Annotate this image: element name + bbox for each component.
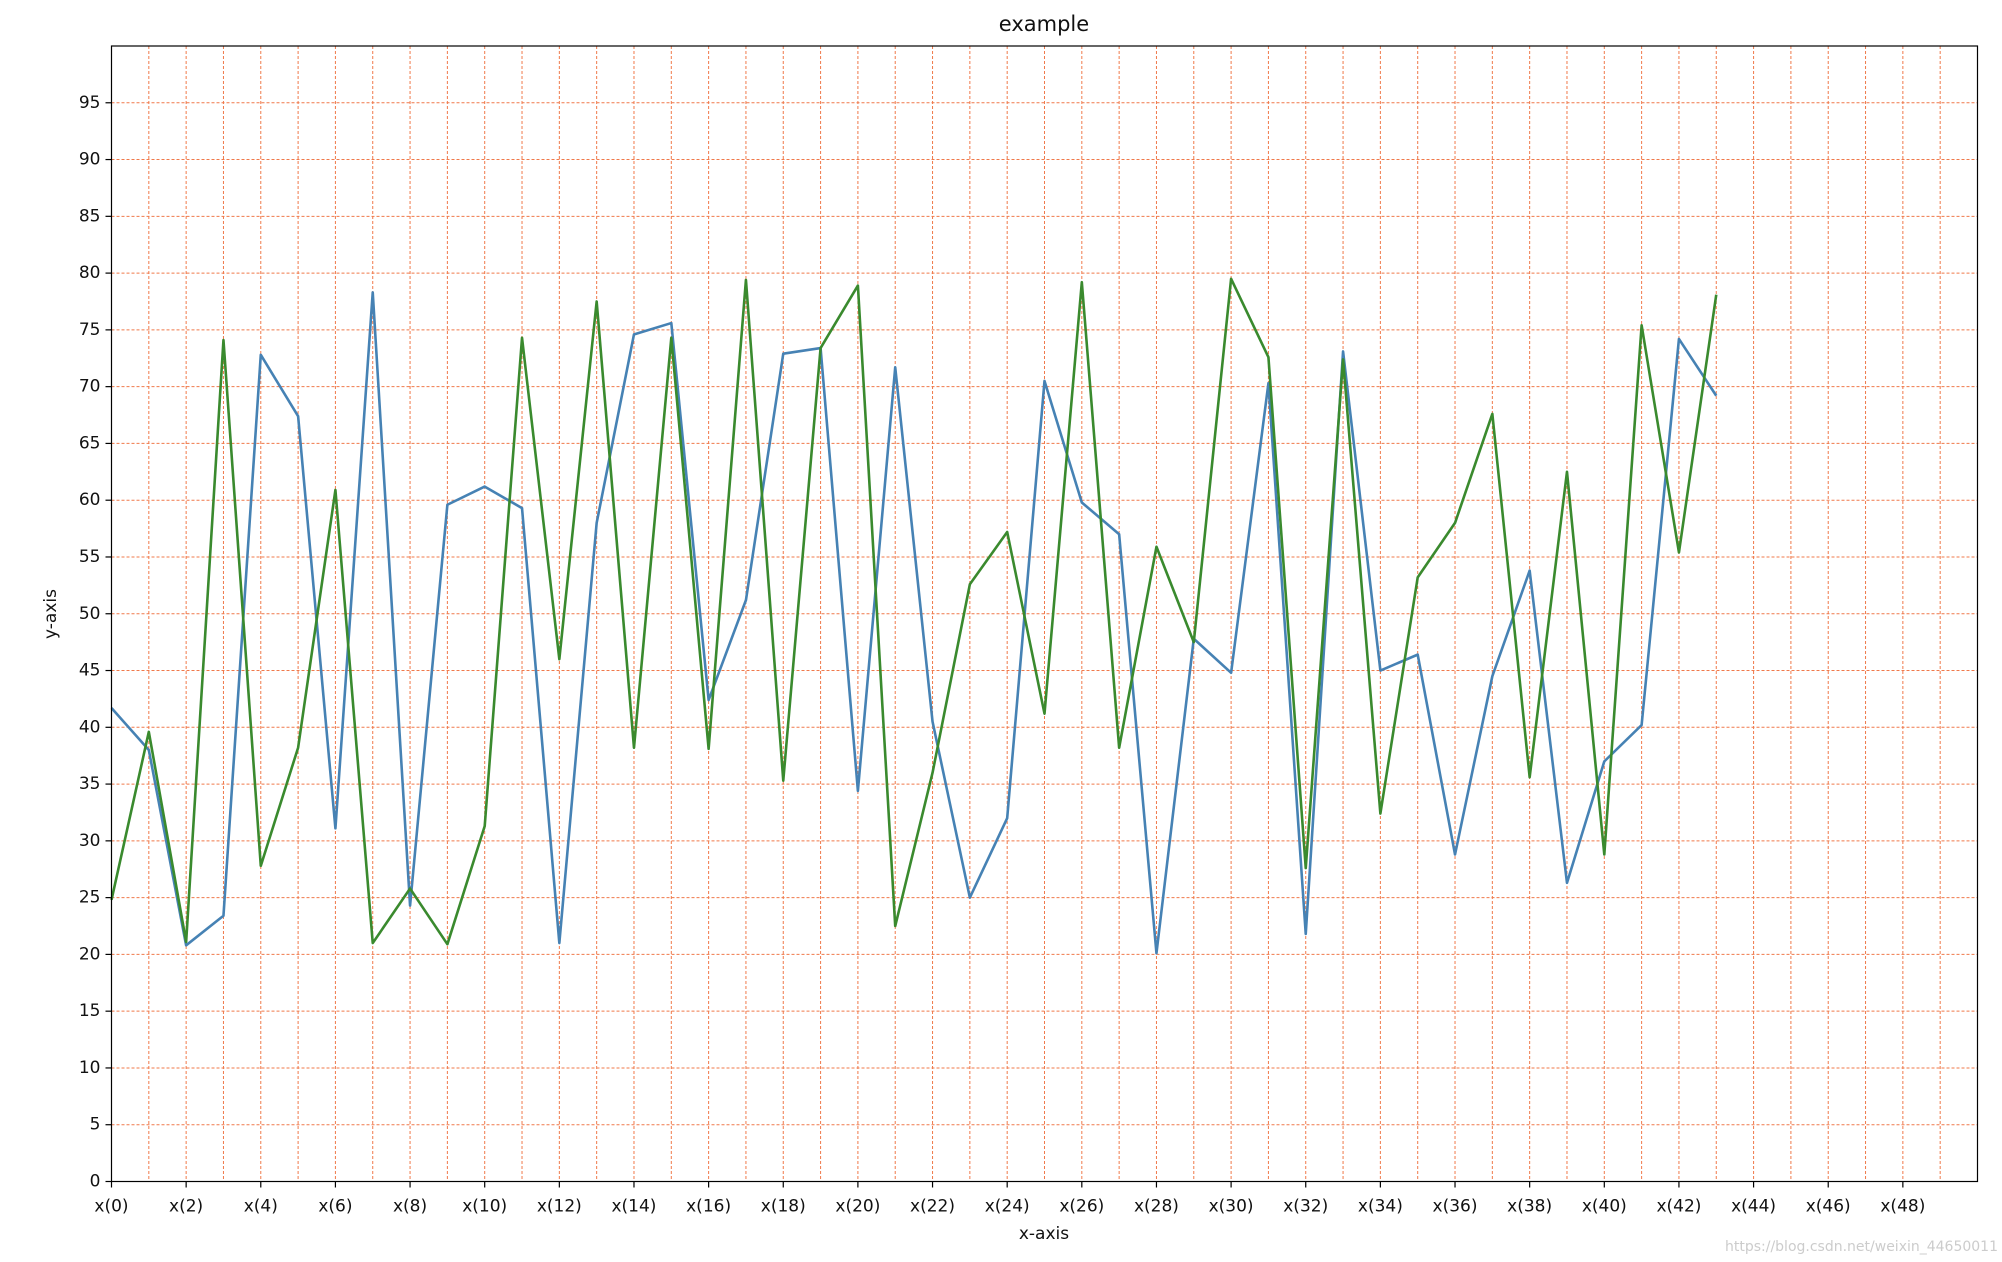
x-tick-label: x(42) <box>1656 1197 1701 1217</box>
y-tick-label: 10 <box>79 1058 101 1078</box>
data-line <box>110 291 1718 955</box>
y-tick-label: 40 <box>79 717 101 737</box>
y-tick-label: 60 <box>79 490 101 510</box>
y-tick-label: 20 <box>79 944 101 964</box>
plot-frame <box>110 45 1979 1183</box>
x-tick-label: x(26) <box>1059 1197 1104 1217</box>
chart-title: example <box>999 12 1089 36</box>
x-tick-label: x(12) <box>537 1197 582 1217</box>
y-tick-label: 55 <box>79 547 101 567</box>
y-tick-label: 45 <box>79 661 101 681</box>
x-tick-label: x(16) <box>686 1197 731 1217</box>
y-tick-label: 35 <box>79 774 101 794</box>
x-tick-label: x(22) <box>910 1197 955 1217</box>
x-tick-label: x(32) <box>1283 1197 1328 1217</box>
x-tick-label: x(46) <box>1806 1197 1851 1217</box>
y-tick-label: 75 <box>79 320 101 340</box>
x-tick-label: x(20) <box>835 1197 880 1217</box>
x-tick-label: x(10) <box>462 1197 507 1217</box>
y-tick-label: 5 <box>90 1115 101 1135</box>
x-tick-label: x(36) <box>1433 1197 1478 1217</box>
x-tick-label: x(14) <box>611 1197 656 1217</box>
x-tick-label: x(24) <box>985 1197 1030 1217</box>
x-axis-label: x-axis <box>1019 1224 1069 1244</box>
x-tick-label: x(38) <box>1507 1197 1552 1217</box>
y-tick-label: 15 <box>79 1001 101 1021</box>
x-tick-label: x(18) <box>761 1197 806 1217</box>
y-axis-label: y-axis <box>41 589 61 639</box>
y-tick-label: 50 <box>79 604 101 624</box>
x-tick-label: x(0) <box>94 1197 128 1217</box>
x-tick-label: x(4) <box>244 1197 278 1217</box>
y-tick-label: 65 <box>79 433 101 453</box>
y-tick-label: 70 <box>79 377 101 397</box>
y-tick-label: 85 <box>79 206 101 226</box>
y-tick-label: 30 <box>79 831 101 851</box>
x-tick-label: x(34) <box>1358 1197 1403 1217</box>
x-tick-label: x(28) <box>1134 1197 1179 1217</box>
y-tick-label: 90 <box>79 150 101 170</box>
y-tick-label: 25 <box>79 888 101 908</box>
y-tick-label: 0 <box>90 1172 101 1192</box>
x-tick-label: x(2) <box>169 1197 203 1217</box>
x-tick-label: x(30) <box>1209 1197 1254 1217</box>
y-tick-label: 80 <box>79 263 101 283</box>
x-tick-label: x(40) <box>1582 1197 1627 1217</box>
data-line <box>110 277 1718 946</box>
x-tick-label: x(6) <box>318 1197 352 1217</box>
y-tick-label: 95 <box>79 93 101 113</box>
watermark: https://blog.csdn.net/weixin_44650011 <box>1725 1239 1998 1255</box>
x-tick-label: x(8) <box>393 1197 427 1217</box>
x-tick-label: x(48) <box>1880 1197 1925 1217</box>
x-tick-label: x(44) <box>1731 1197 1776 1217</box>
